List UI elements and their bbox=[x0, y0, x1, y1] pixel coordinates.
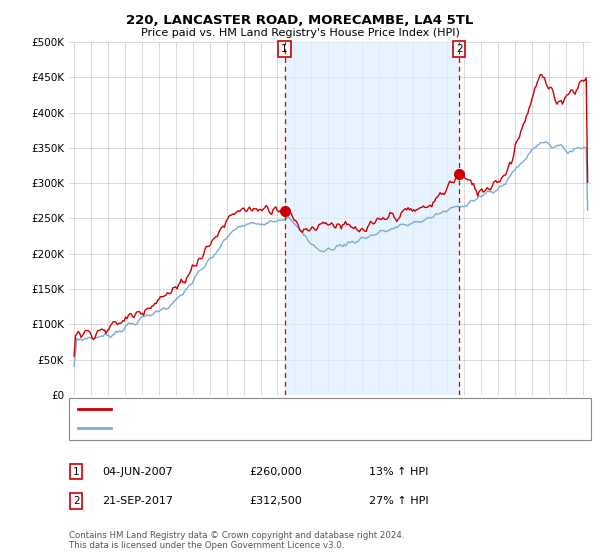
Text: 21-SEP-2017: 21-SEP-2017 bbox=[102, 496, 173, 506]
Text: 04-JUN-2007: 04-JUN-2007 bbox=[102, 466, 173, 477]
Text: 2: 2 bbox=[73, 496, 80, 506]
Text: 1: 1 bbox=[73, 466, 80, 477]
Text: £260,000: £260,000 bbox=[249, 466, 302, 477]
Text: Price paid vs. HM Land Registry's House Price Index (HPI): Price paid vs. HM Land Registry's House … bbox=[140, 28, 460, 38]
Text: £312,500: £312,500 bbox=[249, 496, 302, 506]
Text: 220, LANCASTER ROAD, MORECAMBE, LA4 5TL (detached house): 220, LANCASTER ROAD, MORECAMBE, LA4 5TL … bbox=[117, 404, 457, 414]
Text: 13% ↑ HPI: 13% ↑ HPI bbox=[369, 466, 428, 477]
Text: 1: 1 bbox=[281, 44, 288, 54]
Text: 27% ↑ HPI: 27% ↑ HPI bbox=[369, 496, 428, 506]
Text: 220, LANCASTER ROAD, MORECAMBE, LA4 5TL: 220, LANCASTER ROAD, MORECAMBE, LA4 5TL bbox=[127, 14, 473, 27]
Text: Contains HM Land Registry data © Crown copyright and database right 2024.
This d: Contains HM Land Registry data © Crown c… bbox=[69, 530, 404, 550]
Bar bbox=[284, 42, 459, 395]
Text: 2: 2 bbox=[456, 44, 463, 54]
Text: HPI: Average price, detached house, Lancaster: HPI: Average price, detached house, Lanc… bbox=[117, 423, 361, 433]
